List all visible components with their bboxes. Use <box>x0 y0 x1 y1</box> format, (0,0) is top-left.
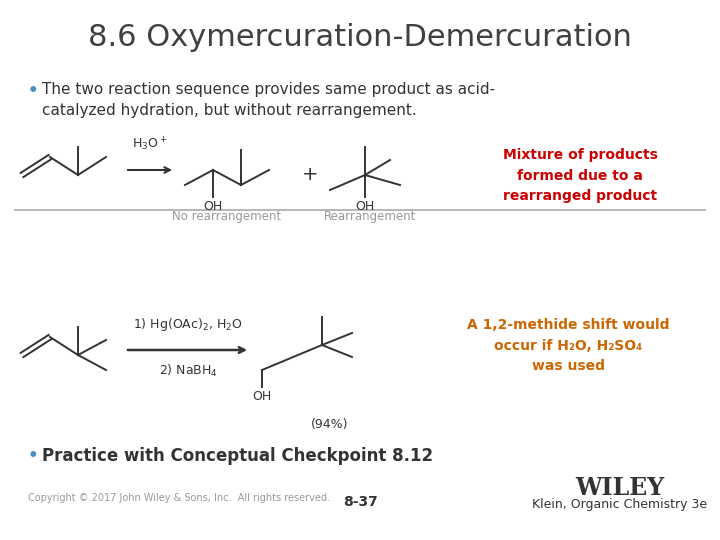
Text: 2) NaBH$_4$: 2) NaBH$_4$ <box>158 363 217 379</box>
Text: Klein, Organic Chemistry 3e: Klein, Organic Chemistry 3e <box>532 498 708 511</box>
Text: •: • <box>28 447 39 465</box>
Text: No rearrangement: No rearrangement <box>172 210 282 223</box>
Text: +: + <box>302 165 318 185</box>
Text: 8-37: 8-37 <box>343 495 377 509</box>
Text: •: • <box>28 82 39 100</box>
Text: Mixture of products
formed due to a
rearranged product: Mixture of products formed due to a rear… <box>503 148 657 203</box>
Text: 1) Hg(OAc)$_2$, H$_2$O: 1) Hg(OAc)$_2$, H$_2$O <box>133 316 243 333</box>
Text: Rearrangement: Rearrangement <box>324 210 416 223</box>
Text: (94%): (94%) <box>311 418 348 431</box>
Text: 8.6 Oxymercuration-Demercuration: 8.6 Oxymercuration-Demercuration <box>88 24 632 52</box>
Text: WILEY: WILEY <box>575 476 665 500</box>
Text: OH: OH <box>203 200 222 213</box>
Text: OH: OH <box>356 200 374 213</box>
Text: $\mathregular{H_3O^+}$: $\mathregular{H_3O^+}$ <box>132 136 168 153</box>
Text: A 1,2-methide shift would
occur if H₂O, H₂SO₄
was used: A 1,2-methide shift would occur if H₂O, … <box>467 318 670 373</box>
Text: OH: OH <box>253 390 271 403</box>
Text: Practice with Conceptual Checkpoint 8.12: Practice with Conceptual Checkpoint 8.12 <box>42 447 433 465</box>
Text: Copyright © 2017 John Wiley & Sons, Inc.  All rights reserved.: Copyright © 2017 John Wiley & Sons, Inc.… <box>28 493 330 503</box>
Text: The two reaction sequence provides same product as acid-
catalyzed hydration, bu: The two reaction sequence provides same … <box>42 82 495 118</box>
